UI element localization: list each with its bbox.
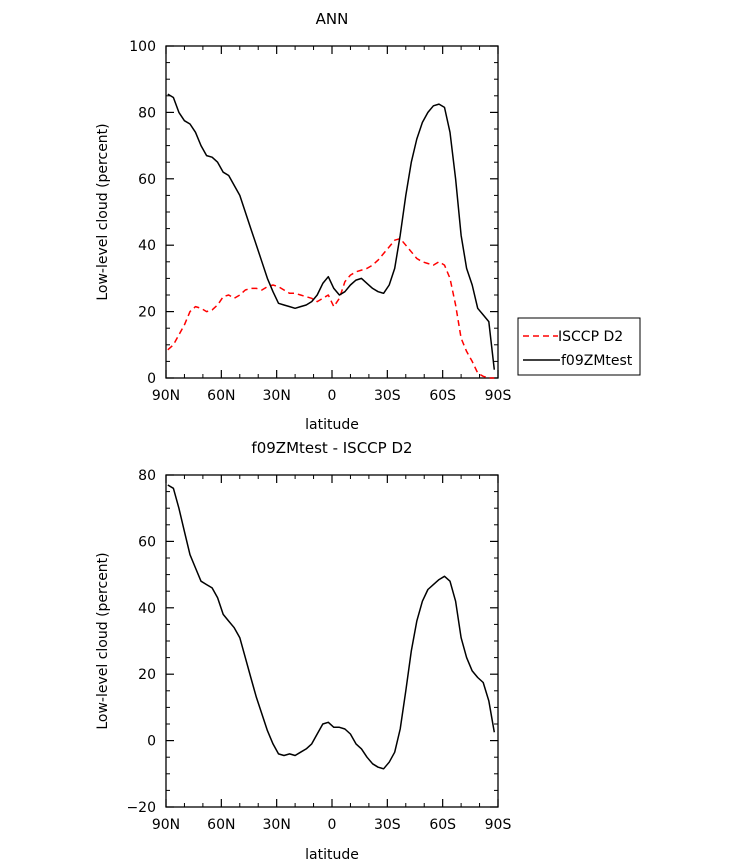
y-tick-label: 0 (147, 734, 156, 750)
series-line-f09zmtest (167, 93, 496, 370)
y-tick-label: 40 (138, 601, 156, 617)
y-tick-label: 20 (138, 305, 156, 321)
x-tick-label: 0 (328, 388, 337, 404)
y-tick-label: 0 (147, 371, 156, 387)
plot-frame (165, 45, 499, 379)
x-tick-label: 90S (485, 388, 512, 404)
y-tick-label: 80 (138, 105, 156, 121)
y-axis-label: Low-level cloud (percent) (95, 123, 111, 300)
y-tick-label: 20 (138, 667, 156, 683)
x-tick-label: 30S (374, 388, 401, 404)
top-chart: ANN 90N 60N 30N 0 30S 60S 90S 0 20 40 60 80 100 lati… (95, 10, 641, 433)
x-tick-label: 0 (328, 817, 337, 833)
y-tick-label: 60 (138, 534, 156, 550)
x-tick-label: 30N (263, 388, 291, 404)
x-tick-label: 60N (207, 817, 235, 833)
y-tick-label: 100 (129, 39, 156, 55)
series-line-isccp-d2 (167, 237, 495, 379)
y-axis-label: Low-level cloud (percent) (95, 552, 111, 729)
x-tick-label: 30S (374, 817, 401, 833)
axis-ticks: 90N 60N 30N 0 30S 60S 90S −20 0 20 40 60 80 (126, 468, 511, 833)
bottom-chart: f09ZMtest - ISCCP D2 90N 60N 30N 0 30S 60S 90S… (95, 439, 511, 863)
y-tick-label: 60 (138, 172, 156, 188)
series-lines (167, 93, 496, 379)
x-tick-label: 90S (485, 817, 512, 833)
plot-frame (165, 474, 499, 808)
x-tick-label: 60S (429, 817, 456, 833)
x-tick-label: 60S (429, 388, 456, 404)
x-tick-label: 90N (152, 817, 180, 833)
legend-label-isccp: ISCCP D2 (558, 329, 623, 345)
series-lines (167, 484, 496, 770)
series-line-diff-0 (167, 484, 496, 770)
x-tick-label: 30N (263, 817, 291, 833)
x-axis-label: latitude (305, 847, 359, 863)
x-axis-label: latitude (305, 417, 359, 433)
legend: ISCCP D2 f09ZMtest (517, 317, 641, 376)
legend-label-f09: f09ZMtest (561, 353, 633, 369)
chart-title: ANN (316, 10, 349, 28)
x-tick-label: 60N (207, 388, 235, 404)
x-tick-label: 90N (152, 388, 180, 404)
axis-ticks: 90N 60N 30N 0 30S 60S 90S 0 20 40 60 80 100 (129, 39, 511, 404)
legend-box (517, 317, 641, 376)
y-tick-label: −20 (126, 800, 156, 816)
chart-title: f09ZMtest - ISCCP D2 (251, 439, 412, 457)
y-tick-label: 40 (138, 238, 156, 254)
y-tick-label: 80 (138, 468, 156, 484)
